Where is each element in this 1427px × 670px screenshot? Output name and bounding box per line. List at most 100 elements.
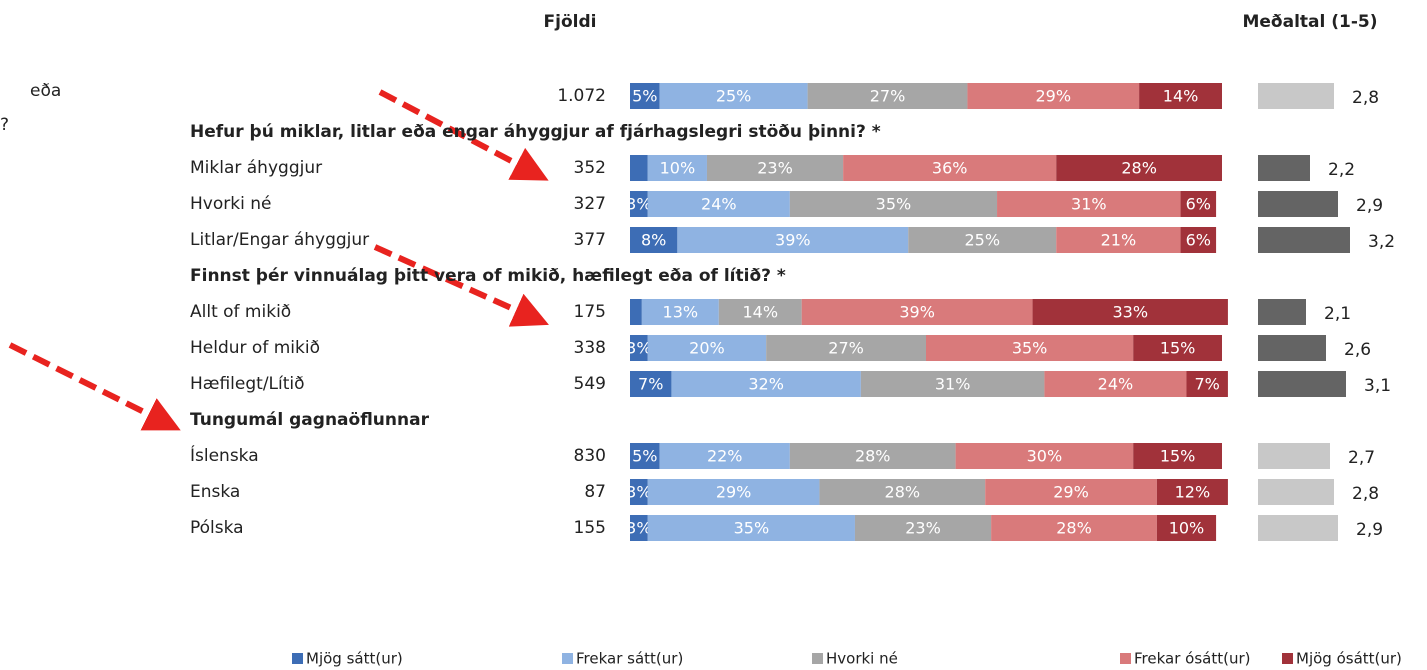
row-label: Pólska — [190, 518, 244, 538]
value-label: 27% — [870, 87, 906, 106]
value-label: 10% — [1169, 519, 1205, 538]
legend-swatch — [1120, 653, 1131, 664]
bar-segment — [1056, 155, 1222, 181]
value-label: 23% — [905, 519, 941, 538]
bar-segment — [659, 83, 808, 109]
value-label: 3% — [626, 519, 651, 538]
bar-segment — [1186, 371, 1228, 397]
value-label: 13% — [663, 303, 699, 322]
bar-segment — [671, 371, 861, 397]
row-label: Miklar áhyggjur — [190, 158, 322, 178]
count: 830 — [574, 446, 606, 466]
mean-bar — [1258, 155, 1310, 181]
value-label: 28% — [1121, 159, 1157, 178]
bar-segment — [1156, 479, 1228, 505]
mean-bar — [1258, 479, 1334, 505]
value-label: 30% — [1027, 447, 1063, 466]
bar-segment — [997, 191, 1181, 217]
value-label: 15% — [1160, 447, 1196, 466]
row-label: Hvorki né — [190, 194, 271, 214]
value-label: 14% — [1163, 87, 1199, 106]
group-title: Tungumál gagnaöflunnar — [190, 410, 430, 430]
bar-segment — [630, 515, 648, 541]
legend-label: Hvorki né — [826, 650, 898, 668]
legend-swatch — [812, 653, 823, 664]
row-label: Íslenska — [190, 444, 259, 466]
bar-segment — [843, 155, 1057, 181]
value-label: 33% — [1112, 303, 1148, 322]
count: 377 — [574, 230, 606, 250]
bar-segment — [1056, 227, 1181, 253]
value-label: 3% — [626, 339, 651, 358]
mean-bar — [1258, 335, 1326, 361]
legend-swatch — [1282, 653, 1293, 664]
bar-segment — [647, 335, 767, 361]
count: 175 — [574, 302, 606, 322]
value-label: 36% — [932, 159, 968, 178]
count: 327 — [574, 194, 606, 214]
row-label: Enska — [190, 482, 240, 502]
mean-label: 3,1 — [1364, 376, 1391, 396]
bar-segment — [1032, 299, 1228, 325]
mean-label: 2,7 — [1348, 448, 1375, 468]
value-label: 5% — [632, 87, 657, 106]
bar-segment — [789, 443, 956, 469]
count: 352 — [574, 158, 606, 178]
bar-segment — [807, 83, 968, 109]
bar-segment — [1139, 83, 1222, 109]
bar-segment — [630, 479, 648, 505]
value-label: 12% — [1175, 483, 1211, 502]
value-label: 22% — [707, 447, 743, 466]
value-label: 32% — [748, 375, 784, 394]
bar-segment — [1133, 335, 1222, 361]
value-label: 8% — [641, 231, 666, 250]
bar-segment — [1133, 443, 1222, 469]
mean-bar — [1258, 515, 1338, 541]
value-label: 27% — [828, 339, 864, 358]
mean-bar — [1258, 443, 1330, 469]
mean-bar — [1258, 227, 1350, 253]
value-label: 39% — [775, 231, 811, 250]
row-label: Allt of mikið — [190, 302, 291, 322]
mean-label: 2,9 — [1356, 520, 1383, 540]
value-label: 15% — [1160, 339, 1196, 358]
mean-label: 2,8 — [1352, 88, 1379, 108]
bar-segment — [801, 299, 1033, 325]
bar-segment — [967, 83, 1140, 109]
bar-segment — [647, 191, 790, 217]
mean-header: Meðaltal (1-5) — [1242, 12, 1377, 32]
count: 338 — [574, 338, 606, 358]
legend-label: Mjög sátt(ur) — [306, 650, 403, 668]
bar-segment — [908, 227, 1057, 253]
value-label: 7% — [1195, 375, 1220, 394]
value-label: 25% — [716, 87, 752, 106]
mean-label: 2,8 — [1352, 484, 1379, 504]
mean-bar — [1258, 299, 1306, 325]
bar-segment — [641, 299, 719, 325]
value-label: 35% — [876, 195, 912, 214]
value-label: 39% — [899, 303, 935, 322]
bar-segment — [1044, 371, 1187, 397]
cropped-text: ? — [0, 115, 9, 135]
value-label: 28% — [855, 447, 891, 466]
group-title: Finnst þér vinnuálag þitt vera of mikið,… — [190, 266, 786, 286]
value-label: 21% — [1101, 231, 1137, 250]
bar-segment — [630, 299, 642, 325]
value-label: 7% — [638, 375, 663, 394]
bar-segment — [630, 335, 648, 361]
bar-segment — [659, 443, 790, 469]
row-label: Heldur of mikið — [190, 338, 320, 358]
legend-label: Frekar ósátt(ur) — [1134, 650, 1250, 668]
bar-segment — [647, 479, 820, 505]
value-label: 20% — [689, 339, 725, 358]
value-label: 23% — [757, 159, 793, 178]
bar-segment — [789, 191, 998, 217]
arrows — [8, 89, 549, 431]
mean-label: 2,6 — [1344, 340, 1371, 360]
row-label: Hæfilegt/Lítið — [190, 374, 305, 394]
row-label: Litlar/Engar áhyggjur — [190, 230, 369, 250]
group-title: Hefur þú miklar, litlar eða engar áhyggj… — [190, 122, 881, 142]
cropped-text: eða — [30, 81, 61, 101]
value-label: 3% — [626, 195, 651, 214]
